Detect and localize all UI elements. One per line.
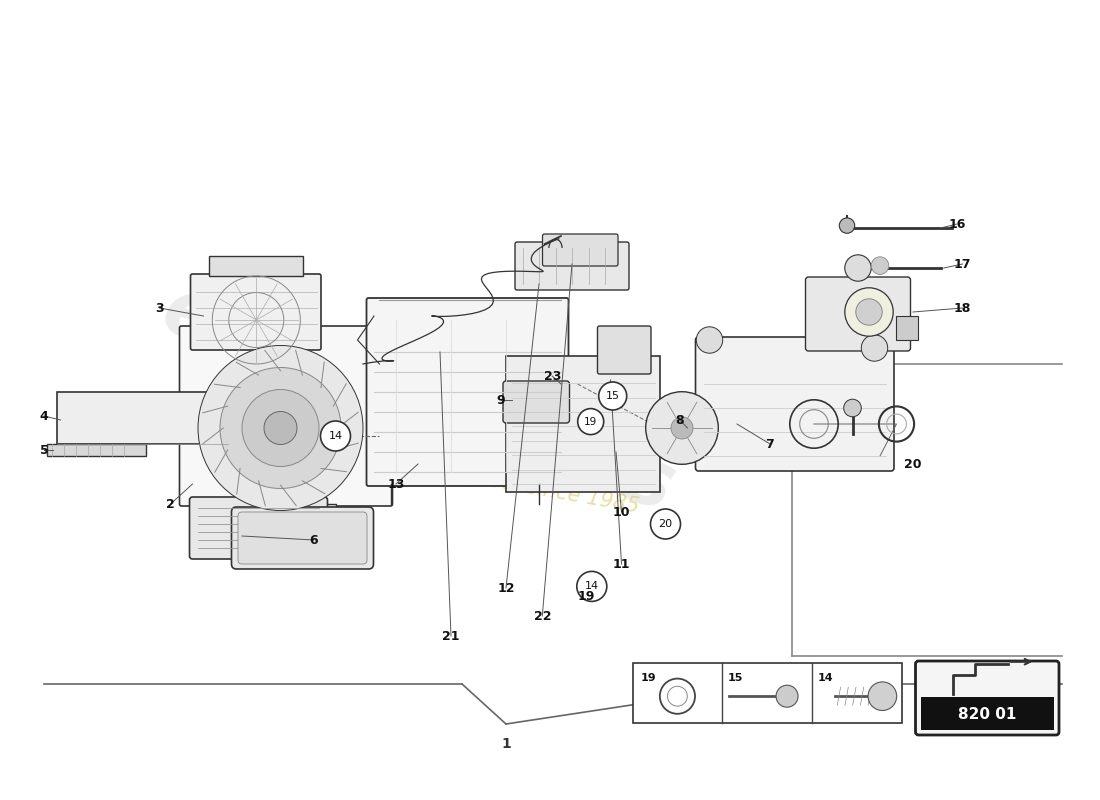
Circle shape (264, 411, 297, 445)
FancyBboxPatch shape (915, 661, 1059, 735)
Text: 19: 19 (578, 590, 595, 602)
Text: eurospar·es: eurospar·es (151, 271, 685, 529)
Bar (57, 392, 228, 444)
Text: a passion for parts since 1985: a passion for parts since 1985 (327, 443, 641, 517)
Text: 18: 18 (954, 302, 971, 314)
Polygon shape (506, 356, 660, 492)
FancyBboxPatch shape (515, 242, 629, 290)
Bar (896, 316, 918, 340)
FancyBboxPatch shape (366, 298, 569, 486)
FancyBboxPatch shape (542, 234, 618, 266)
Text: 2: 2 (166, 498, 175, 510)
Circle shape (576, 571, 607, 602)
Circle shape (671, 417, 693, 439)
Circle shape (856, 298, 882, 325)
FancyBboxPatch shape (597, 326, 651, 374)
Text: 23: 23 (543, 370, 561, 382)
Circle shape (868, 682, 896, 710)
Text: 16: 16 (948, 218, 966, 230)
Circle shape (844, 399, 861, 417)
FancyBboxPatch shape (189, 497, 328, 559)
Text: 15: 15 (606, 391, 619, 401)
Text: 14: 14 (585, 582, 598, 591)
Circle shape (320, 421, 351, 451)
Circle shape (646, 392, 718, 464)
Circle shape (650, 509, 681, 539)
Circle shape (845, 254, 871, 282)
Text: 10: 10 (613, 506, 630, 518)
Text: 7: 7 (766, 438, 774, 450)
Circle shape (578, 409, 604, 434)
Text: 20: 20 (904, 458, 922, 470)
Text: 9: 9 (496, 394, 505, 406)
Text: 20: 20 (659, 519, 672, 529)
FancyBboxPatch shape (805, 277, 911, 351)
Circle shape (861, 335, 888, 362)
Bar (209, 256, 302, 276)
Text: 11: 11 (613, 558, 630, 570)
Circle shape (776, 685, 799, 707)
Circle shape (598, 382, 627, 410)
Circle shape (871, 257, 889, 274)
Text: 19: 19 (584, 417, 597, 426)
Text: 820 01: 820 01 (958, 707, 1016, 722)
Text: 3: 3 (155, 302, 164, 314)
Circle shape (696, 327, 723, 354)
Text: 8: 8 (675, 414, 684, 426)
Text: 21: 21 (442, 630, 460, 642)
Text: 4: 4 (40, 410, 48, 422)
Circle shape (845, 288, 893, 336)
Text: 17: 17 (954, 258, 971, 270)
Circle shape (220, 367, 341, 489)
Text: 22: 22 (534, 610, 551, 622)
Circle shape (242, 390, 319, 466)
Text: 12: 12 (497, 582, 515, 594)
FancyBboxPatch shape (503, 381, 570, 423)
Text: 14: 14 (329, 431, 342, 441)
Bar (214, 504, 336, 536)
Text: 13: 13 (387, 478, 405, 490)
Text: 15: 15 (728, 673, 744, 682)
FancyBboxPatch shape (695, 337, 894, 471)
Text: 14: 14 (817, 673, 834, 682)
Text: 6: 6 (309, 534, 318, 546)
FancyBboxPatch shape (190, 274, 321, 350)
FancyBboxPatch shape (231, 507, 374, 569)
FancyBboxPatch shape (238, 512, 367, 564)
Bar (47, 444, 146, 456)
Text: 5: 5 (40, 444, 48, 457)
Circle shape (198, 346, 363, 510)
Circle shape (839, 218, 855, 234)
Bar (632, 663, 902, 723)
Text: 19: 19 (640, 673, 656, 682)
FancyBboxPatch shape (179, 326, 393, 506)
Text: 1: 1 (502, 737, 510, 751)
Bar (921, 698, 1054, 730)
